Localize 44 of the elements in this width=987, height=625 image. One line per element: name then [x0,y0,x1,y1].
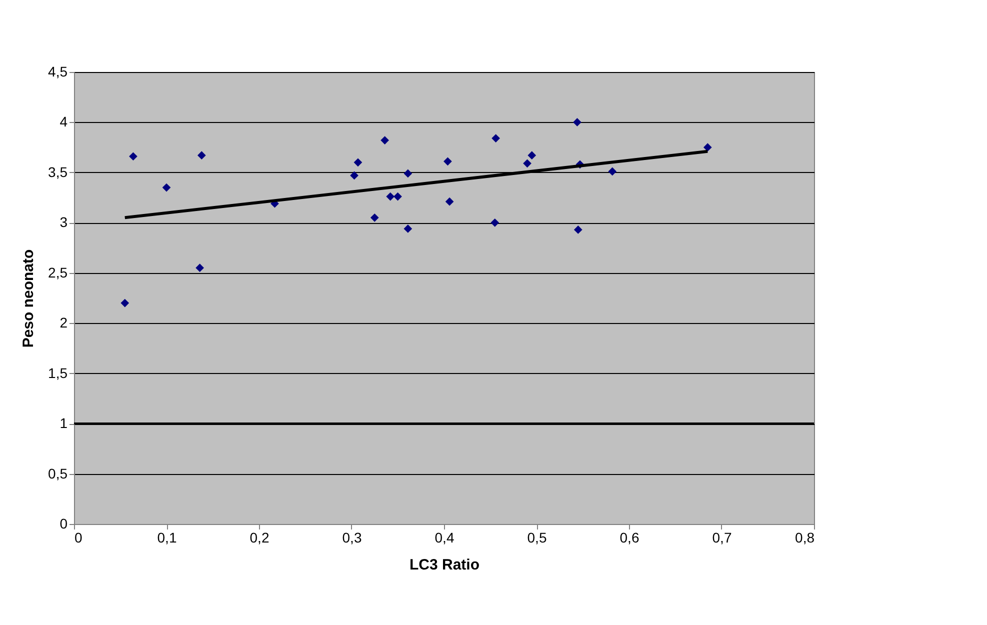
y-tick-label: 1 [60,415,68,432]
point [404,224,412,233]
point [492,134,500,142]
y-tick-label: 0,5 [48,465,68,482]
point [523,159,532,168]
x-tick-label: 0,1 [157,530,177,546]
point [197,151,206,160]
y-tick-label: 2 [60,314,68,331]
point [404,169,412,178]
y-tick-label: 4,5 [48,64,68,80]
point [573,118,582,126]
point [380,136,389,144]
point [129,152,138,161]
x-tick-label: 0 [74,530,82,546]
point [445,197,454,206]
y-tick-label: 2,5 [48,264,68,280]
point [394,192,402,201]
y-tick-label: 3,5 [48,164,68,180]
x-tick-label: 0,8 [795,530,815,546]
point [608,167,617,176]
point [370,213,379,222]
point [196,264,204,272]
y-tick-label: 3 [60,214,68,230]
y-tick-label: 4 [60,114,68,130]
x-tick-label: 0,5 [527,530,547,546]
point [386,192,395,201]
x-tick-label: 0,2 [250,530,270,546]
y-tick-label: 0 [60,516,68,532]
point [490,218,500,227]
x-axis-title: LC3 Ratio [409,556,480,574]
point [703,143,712,152]
point [354,158,362,167]
x-tick-label: 0,4 [434,530,454,546]
x-tick-label: 0,6 [620,530,640,546]
point [350,171,358,180]
x-tick-label: 0,3 [342,530,362,546]
x-tick-label: 0,7 [712,530,732,546]
point [162,183,171,192]
y-tick-label: 1,5 [48,364,68,381]
y-axis-title: Peso neonato [20,249,38,348]
point [120,298,130,308]
point [528,151,536,160]
point [574,226,582,234]
point [444,157,452,166]
